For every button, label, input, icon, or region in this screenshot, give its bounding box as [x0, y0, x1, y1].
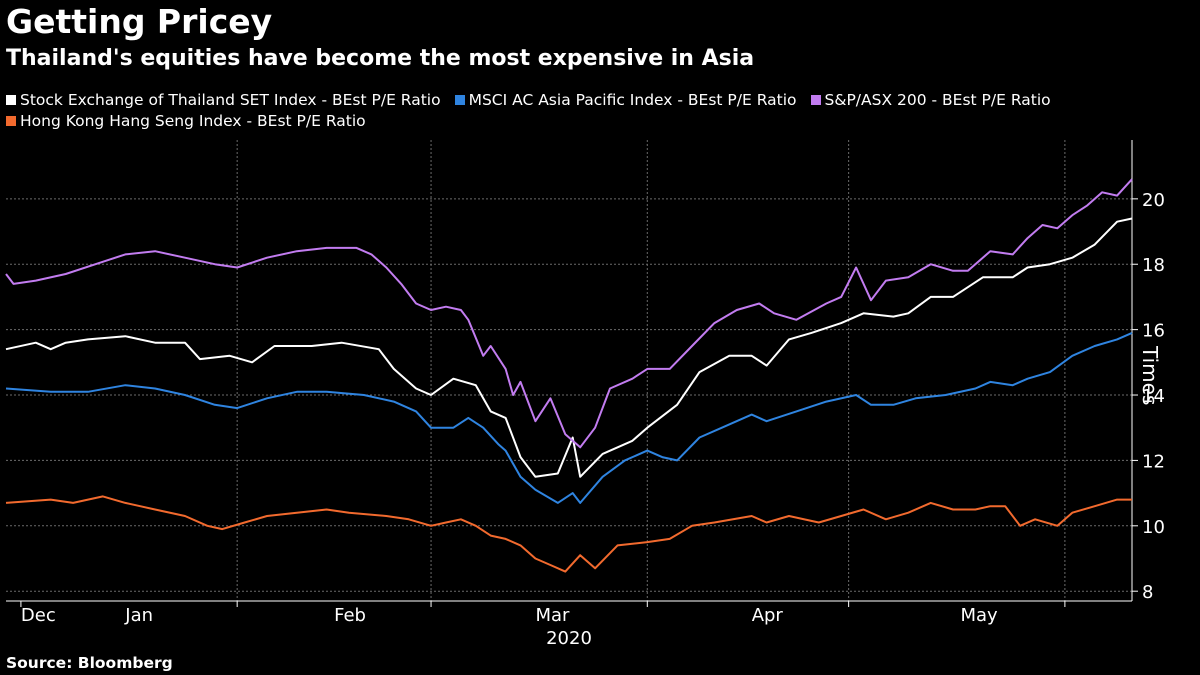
y-tick-label-18: 18 — [1142, 255, 1165, 276]
y-tick-label-20: 20 — [1142, 190, 1165, 211]
series-line-msci — [5, 331, 1133, 504]
legend-item-set: Stock Exchange of Thailand SET Index - B… — [6, 90, 441, 111]
x-tick-label-jan: Jan — [124, 605, 153, 626]
legend-item-msci: MSCI AC Asia Pacific Index - BEst P/E Ra… — [454, 90, 797, 111]
legend-swatch-msci — [454, 95, 465, 105]
legend-swatch-hangseng — [6, 116, 16, 126]
x-tick-label-dec: Dec — [21, 605, 56, 626]
y-tick-label-16: 16 — [1142, 321, 1165, 342]
y-tick-label-8: 8 — [1142, 582, 1153, 603]
x-tick-label-apr: Apr — [752, 605, 784, 626]
chart-subtitle: Thailand's equities have become the most… — [6, 46, 755, 71]
x-year-label: 2020 — [546, 628, 592, 649]
source-note: Source: Bloomberg — [6, 654, 173, 672]
legend-item-hangseng: Hong Kong Hang Seng Index - BEst P/E Rat… — [6, 111, 366, 132]
legend-swatch-set — [6, 95, 16, 105]
series-line-set — [5, 217, 1133, 478]
x-tick-label-mar: Mar — [535, 605, 570, 626]
legend-item-asx: S&P/ASX 200 - BEst P/E Ratio — [810, 90, 1051, 111]
x-tick-label-may: May — [960, 605, 998, 626]
legend-label-hangseng: Hong Kong Hang Seng Index - BEst P/E Rat… — [20, 112, 366, 130]
chart-legend: Stock Exchange of Thailand SET Index - B… — [6, 90, 1186, 132]
series-line-hangseng — [5, 495, 1132, 573]
legend-label-set: Stock Exchange of Thailand SET Index - B… — [20, 91, 441, 109]
legend-swatch-asx — [810, 95, 821, 105]
x-tick-label-feb: Feb — [334, 605, 366, 626]
y-axis-label: Times — [1138, 346, 1162, 406]
legend-label-msci: MSCI AC Asia Pacific Index - BEst P/E Ra… — [468, 91, 797, 109]
legend-label-asx: S&P/ASX 200 - BEst P/E Ratio — [824, 91, 1051, 109]
y-tick-label-10: 10 — [1142, 517, 1165, 538]
y-tick-label-12: 12 — [1142, 451, 1165, 472]
series-line-asx — [5, 178, 1133, 449]
y-tick-label-14: 14 — [1142, 386, 1165, 407]
chart-title: Getting Pricey — [6, 2, 273, 41]
